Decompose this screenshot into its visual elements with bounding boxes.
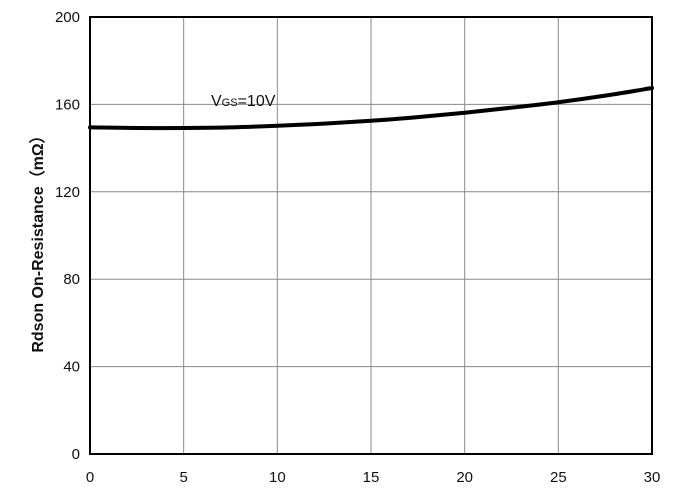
vgs-annotation: VGS=10V — [211, 93, 276, 110]
y-tick-label: 40 — [63, 359, 80, 376]
series-line — [88, 86, 654, 131]
x-tick-label: 25 — [550, 469, 567, 486]
y-tick-label: 160 — [55, 96, 80, 113]
grid-lines — [89, 16, 653, 455]
vgs-annotation-subscript: GS — [222, 97, 238, 109]
tick-labels: 0 5 10 15 20 25 30 0 40 80 120 160 200 — [55, 9, 660, 486]
vgs-annotation-main: V — [211, 93, 222, 110]
x-tick-label: 30 — [644, 469, 661, 486]
plot-frame — [89, 16, 653, 455]
x-tick-label: 0 — [86, 469, 94, 486]
y-tick-label: 80 — [63, 271, 80, 288]
x-tick-label: 10 — [269, 469, 286, 486]
series-layer — [88, 86, 654, 131]
y-axis-title: Rdson On-Resistance（mΩ） — [29, 127, 47, 352]
y-tick-label: 0 — [72, 446, 80, 463]
y-tick-label: 200 — [55, 9, 80, 26]
y-tick-label: 120 — [55, 184, 80, 201]
x-tick-label: 15 — [363, 469, 380, 486]
vgs-annotation-suffix: =10V — [238, 93, 276, 110]
x-tick-label: 5 — [179, 469, 187, 486]
x-tick-label: 20 — [456, 469, 473, 486]
